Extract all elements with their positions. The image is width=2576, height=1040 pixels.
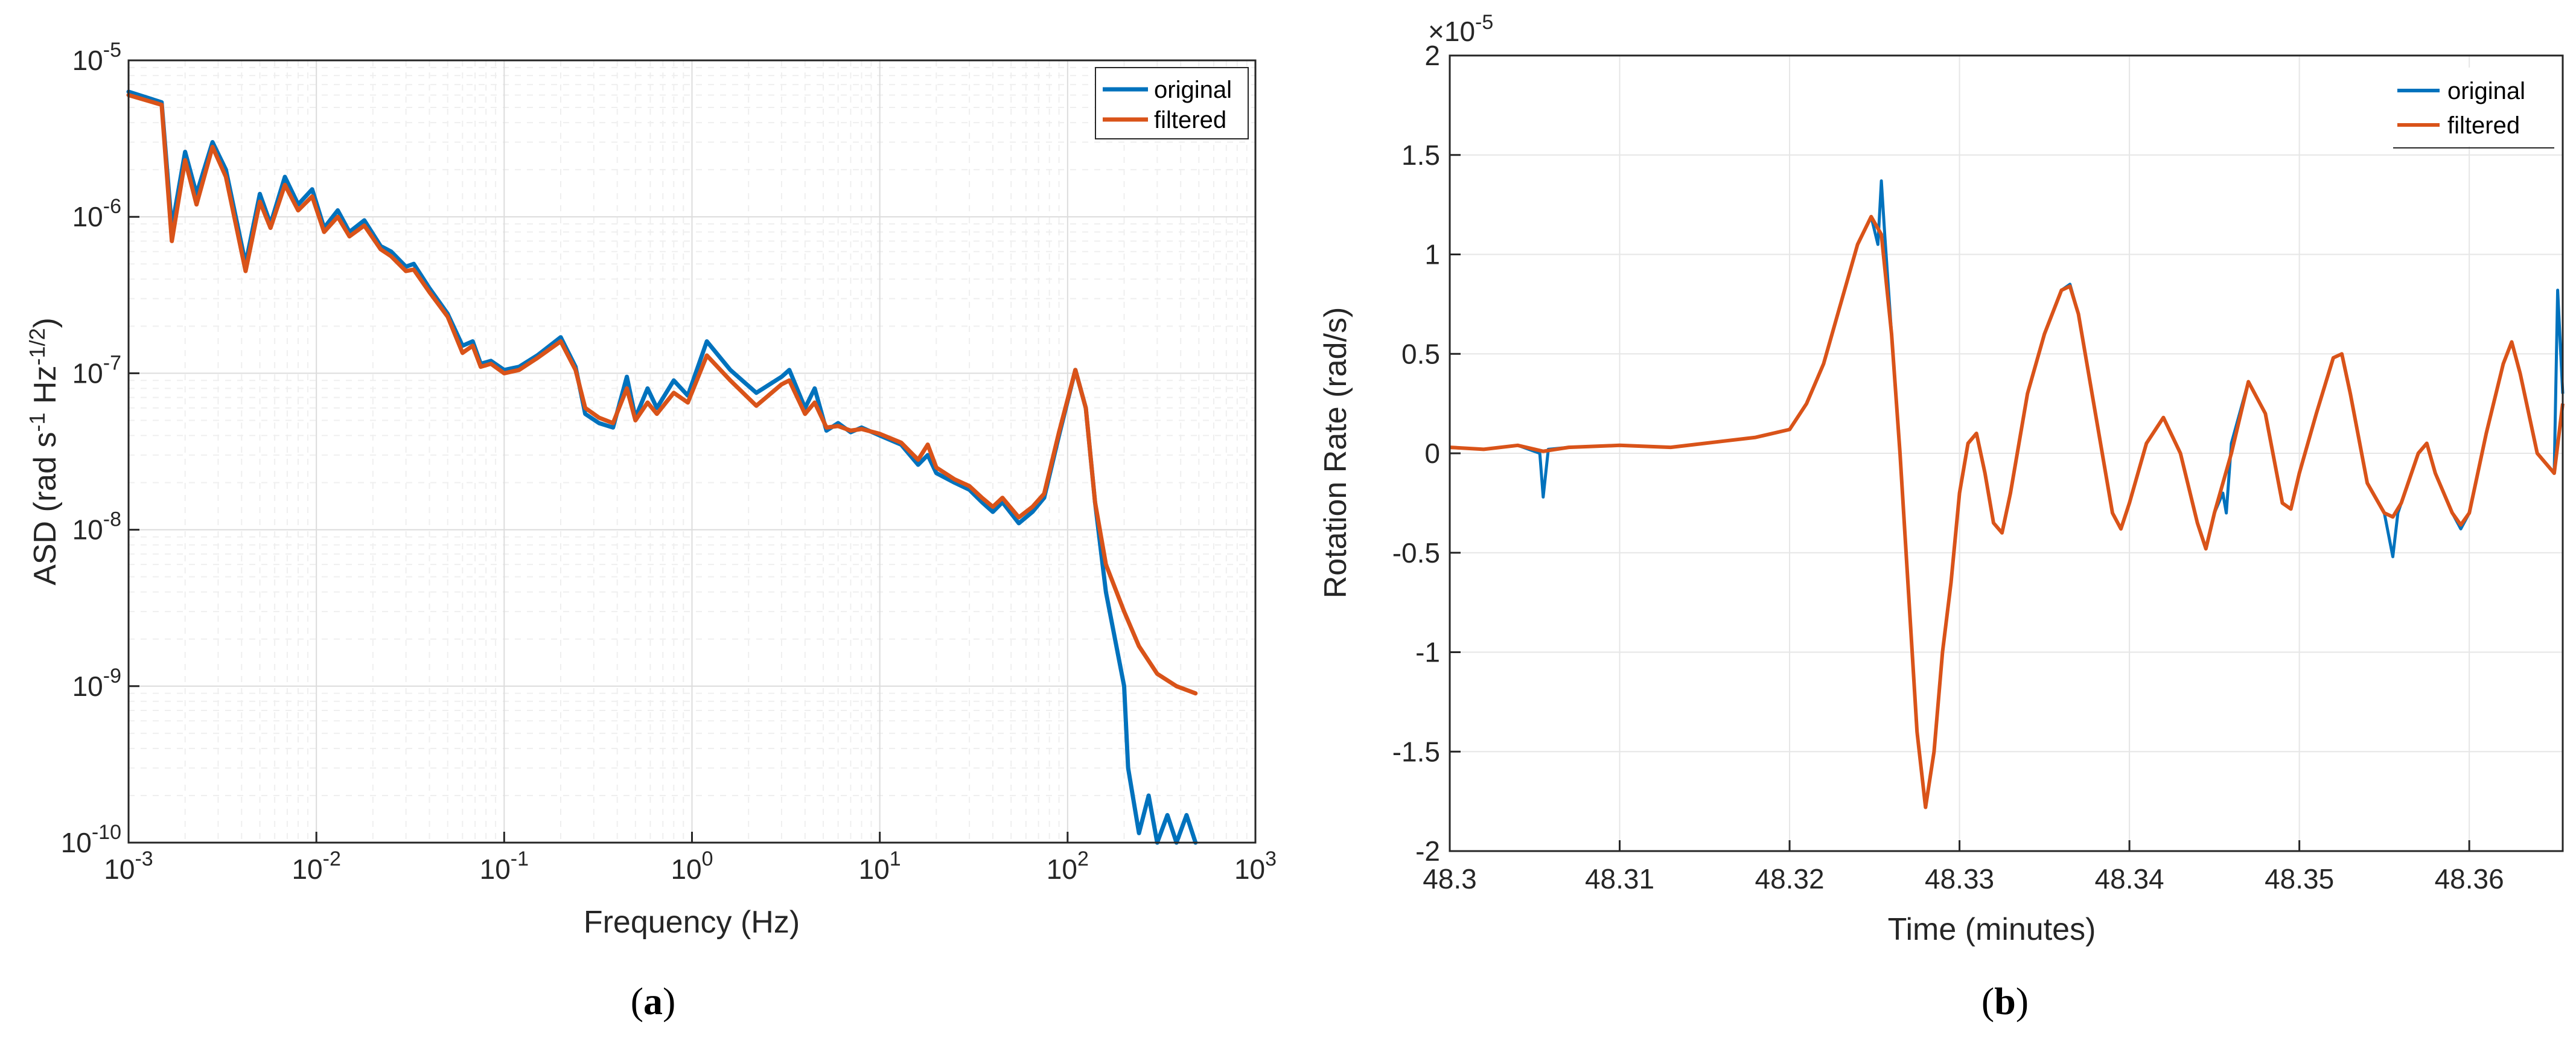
y-tick-label: -1.5 (1392, 736, 1440, 767)
y-tick-label: 10-8 (72, 508, 121, 546)
y-ticks-b: -2 -1.5 -1 -0.5 0 0.5 1 1.5 2 (1392, 40, 1461, 867)
series-group-b (1449, 179, 2565, 809)
x-tick-label: 48.36 (2435, 863, 2504, 895)
chart-b: 48.3 48.31 48.32 48.33 48.34 48.35 48.36 -2 -1.… (1318, 11, 2565, 1022)
y-tick-label: 0 (1424, 438, 1440, 469)
series-line-filtered (126, 93, 1198, 696)
y-tick-label: 10-10 (61, 821, 121, 858)
x-ticks-a: 10-3 10-2 10-1 100 101 102 103 (104, 832, 1277, 885)
x-tick-label: 48.35 (2265, 863, 2334, 895)
x-tick-label: 48.33 (1925, 863, 1994, 895)
legend-label-filtered-a: filtered (1154, 107, 1226, 133)
y-tick-label: 1.5 (1401, 139, 1440, 171)
y-multiplier-b: ×10-5 (1428, 11, 1493, 47)
caption-b: (b) (1981, 980, 2029, 1022)
x-axis-label-a: Frequency (Hz) (584, 905, 800, 940)
y-tick-label: 1 (1424, 239, 1440, 270)
legend-b: original filtered (2393, 68, 2554, 148)
x-tick-label: 10-2 (292, 847, 340, 885)
x-tick-label: 103 (1234, 847, 1277, 885)
y-tick-label: -1 (1415, 637, 1440, 668)
y-tick-label: 0.5 (1401, 338, 1440, 369)
legend-label-filtered-b: filtered (2447, 112, 2520, 139)
x-tick-label: 48.3 (1423, 863, 1477, 895)
legend-label-original-a: original (1154, 77, 1232, 103)
x-tick-label: 100 (671, 847, 713, 885)
y-axis-label-a: ASD (rad s-1 Hz-1/2) (25, 317, 63, 585)
y-tick-label: 10-6 (72, 195, 121, 232)
x-axis-label-b: Time (minutes) (1888, 912, 2096, 947)
series-group-a (126, 89, 1198, 845)
x-tick-label: 102 (1047, 847, 1089, 885)
series-line-filtered (1449, 214, 2565, 809)
y-tick-label: 10-9 (72, 665, 121, 702)
x-ticks-b: 48.3 48.31 48.32 48.33 48.34 48.35 48.36 (1423, 840, 2504, 895)
y-tick-label: -0.5 (1392, 537, 1440, 569)
y-tick-label: 10-5 (72, 39, 121, 76)
y-tick-label: 10-7 (72, 351, 121, 389)
y-tick-label: 2 (1424, 40, 1440, 71)
y-tick-label: -2 (1415, 835, 1440, 867)
x-tick-label: 48.31 (1585, 863, 1654, 895)
x-tick-label: 10-1 (480, 847, 529, 885)
x-tick-label: 10-3 (104, 847, 153, 885)
legend-box-a (1095, 67, 1249, 139)
legend-a: original filtered (1095, 67, 1249, 139)
x-tick-label: 48.32 (1755, 863, 1824, 895)
legend-box-b (2396, 68, 2554, 146)
y-axis-label-b: Rotation Rate (rad/s) (1318, 307, 1353, 599)
y-ticks-a: 10-10 10-9 10-8 10-7 10-6 10-5 (61, 39, 139, 858)
caption-a: (a) (631, 980, 676, 1022)
minor-grid-a (129, 60, 1255, 843)
legend-label-original-b: original (2447, 78, 2525, 104)
chart-a: 10-3 10-2 10-1 100 101 102 103 10-1010-910-810… (25, 39, 1277, 1022)
x-tick-label: 48.34 (2095, 863, 2164, 895)
x-tick-label: 101 (859, 847, 901, 885)
